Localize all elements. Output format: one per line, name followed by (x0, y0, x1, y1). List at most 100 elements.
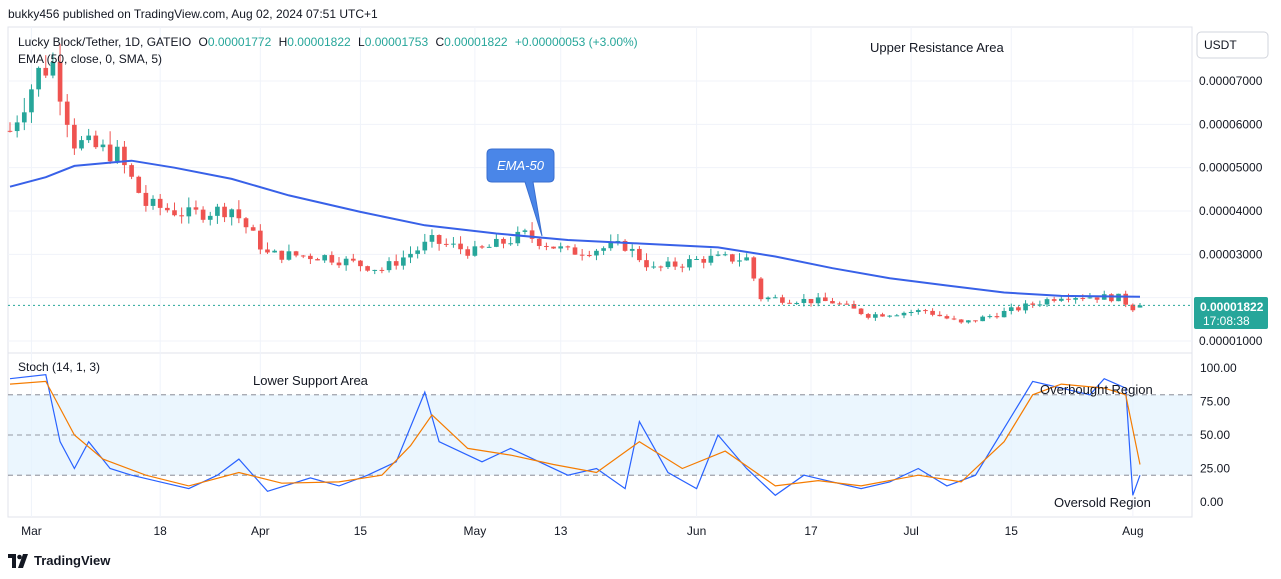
candle-body (408, 253, 413, 258)
candle-body (1080, 298, 1086, 300)
candle-body (57, 61, 63, 102)
candle (966, 320, 971, 324)
candle-body (293, 251, 299, 256)
candle-body (1044, 299, 1050, 305)
candle (336, 257, 342, 268)
candle (572, 244, 578, 255)
candle-body (529, 230, 535, 239)
candle-body (1051, 299, 1057, 301)
candle (358, 260, 363, 272)
candle-body (815, 297, 821, 304)
candle (923, 308, 928, 314)
candle (744, 253, 749, 261)
candle (930, 308, 935, 317)
candle (479, 244, 485, 249)
candle-body (114, 146, 120, 162)
candle (644, 253, 649, 271)
candle-body (107, 144, 113, 162)
candle-body (701, 258, 707, 263)
candle-body (250, 227, 256, 231)
time-tick-label: 13 (554, 524, 568, 538)
candle (308, 253, 313, 265)
candle (401, 250, 406, 270)
oversold-label: Oversold Region (1054, 495, 1151, 510)
candle (558, 242, 564, 253)
candle-body (822, 297, 828, 302)
candle (601, 246, 606, 255)
candle (730, 253, 735, 264)
candle-body (715, 254, 721, 256)
candle-body (343, 258, 349, 266)
candle (551, 246, 556, 249)
candle (7, 122, 13, 133)
candle-body (393, 261, 399, 266)
currency-button[interactable]: USDT (1196, 31, 1269, 59)
candle-body (100, 144, 106, 148)
candle (436, 234, 442, 251)
candle (808, 298, 814, 307)
candle (422, 233, 428, 255)
candle (751, 256, 757, 282)
currency-button-frame[interactable] (1196, 31, 1269, 59)
upper-resistance-label: Upper Resistance Area (870, 40, 1004, 55)
candle-body (21, 112, 27, 123)
candle (193, 200, 199, 215)
candle-body (14, 122, 20, 132)
candle-body (279, 250, 285, 260)
price-tick-label: 0.00007000 (1199, 74, 1263, 88)
candle-body (436, 235, 442, 244)
candle-body (1059, 298, 1064, 301)
candle (951, 315, 957, 321)
candle-body (372, 269, 378, 271)
candle-body (179, 215, 184, 217)
candle-body (644, 260, 649, 268)
candle-body (687, 259, 692, 268)
candle-body (594, 250, 599, 256)
candle-body (651, 266, 656, 268)
stoch-tick-label: 75.00 (1200, 395, 1230, 409)
candle (386, 257, 392, 273)
candle-body (7, 130, 13, 132)
candle-body (808, 298, 814, 304)
stoch-axis-ticks: 100.00 75.00 50.00 25.00 0.00 (1200, 361, 1237, 509)
candle-body (122, 146, 127, 166)
candle (372, 269, 378, 275)
candle-body (72, 124, 77, 149)
candle (522, 228, 528, 235)
tradingview-brand[interactable]: TradingView (8, 553, 110, 568)
candle-body (601, 248, 606, 251)
candle (93, 130, 99, 149)
time-axis-ticks: Mar 18 Apr 15 May 13 Jun 17 Jul 15 Aug (21, 524, 1143, 538)
price-tick-label: 0.00003000 (1199, 247, 1263, 261)
candle (658, 265, 664, 272)
candle-body (522, 230, 528, 232)
candle (987, 314, 993, 319)
candle-body (358, 260, 363, 267)
candle-body (851, 304, 857, 309)
candle (594, 248, 599, 261)
candle (21, 97, 27, 131)
candle (265, 242, 270, 254)
candle-body (858, 308, 864, 315)
candle-body (629, 248, 635, 251)
candle (207, 211, 213, 226)
candle-body (987, 316, 993, 318)
candle (508, 236, 513, 246)
candle (679, 263, 685, 273)
candle-body (622, 240, 628, 251)
candle (143, 185, 149, 212)
time-tick-label: Apr (251, 524, 270, 538)
candle (350, 253, 356, 263)
candle (215, 203, 220, 224)
candle-body (951, 318, 957, 320)
candle (322, 254, 328, 263)
candle (329, 251, 335, 266)
candle-body (579, 254, 585, 256)
candle-body (780, 297, 785, 303)
candle (29, 84, 34, 123)
candle (722, 251, 728, 257)
candle (1073, 296, 1078, 304)
candle-body (658, 266, 664, 268)
